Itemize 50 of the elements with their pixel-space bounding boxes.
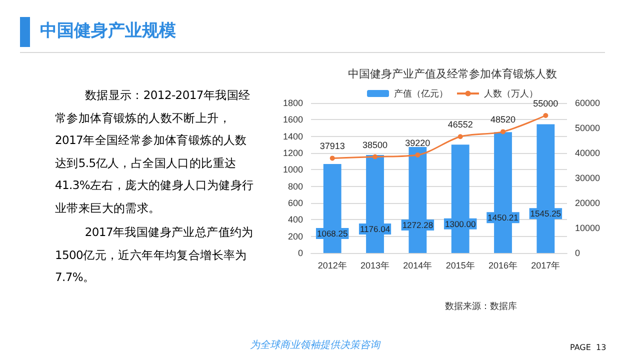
data-label: 1272.28 — [402, 220, 434, 230]
chart-title: 中国健身产业产值及经常参加体育锻炼人数 — [348, 68, 557, 80]
y-tick-label: 1800 — [282, 98, 304, 108]
point — [543, 113, 548, 118]
y2-tick-label: 30000 — [575, 173, 600, 183]
data-label: 38500 — [362, 140, 388, 150]
point — [415, 152, 420, 158]
y2-tick-label: 60000 — [575, 98, 600, 108]
legend-label: 产值（亿元） — [394, 88, 448, 98]
y2-tick-label: 40000 — [575, 148, 600, 158]
y-tick-label: 600 — [288, 198, 304, 208]
y2-tick-label: 50000 — [575, 123, 600, 133]
text: 2017年我国健身产业总产值约为1500亿元，近六年年均复合增长率为7.7%。 — [55, 224, 254, 286]
y2-tick-label: 20000 — [575, 198, 600, 208]
data-label: 37913 — [320, 141, 345, 152]
data-label: 48520 — [490, 114, 516, 125]
text: 中国健身产业规模 — [40, 20, 176, 42]
y-tick-label: 800 — [288, 181, 304, 192]
x-tick-label: 2012年 — [318, 260, 347, 270]
text: 为全球商业领袖提供决策咨询 — [250, 338, 380, 352]
point — [330, 156, 335, 161]
point — [500, 129, 506, 134]
data-label: 55000 — [533, 98, 558, 108]
point — [458, 134, 463, 140]
y2-tick-label: 0 — [575, 248, 580, 258]
data-label: 1545.25 — [530, 208, 562, 219]
y2-tick-label: 10000 — [575, 223, 600, 233]
source-note: 数据来源：数据库 — [445, 300, 517, 313]
y-tick-label: 0 — [298, 248, 304, 258]
legend-label: 人数（万人） — [484, 88, 538, 98]
data-label: 1068.25 — [316, 228, 348, 238]
data-label: 39220 — [405, 138, 430, 148]
x-tick-label: 2014年 — [403, 260, 432, 270]
data-label: 1176.04 — [360, 224, 390, 234]
y-tick-label: 200 — [288, 231, 304, 242]
x-tick-label: 2017年 — [531, 260, 560, 270]
point — [372, 154, 378, 160]
data-label: 1300.00 — [444, 218, 476, 229]
data-label: 1450.21 — [488, 212, 519, 223]
y-tick-label: 1000 — [282, 164, 304, 175]
y-tick-label: 1200 — [282, 148, 304, 158]
y-tick-label: 1600 — [282, 114, 304, 125]
text: PAGE 13 — [570, 343, 606, 352]
text: 数据显示：2012-2017年我国经常参加体育锻炼的人数不断上升，2017年全国经常参加体育锻炼的人数达到5.5亿人，占全国人口的比重达41.3%左右，庞大的健身人口为健身行业带来巨大的需求。 — [55, 87, 255, 216]
x-tick-label: 2016年 — [488, 260, 518, 270]
y-tick-label: 1400 — [282, 131, 304, 142]
x-tick-label: 2013年 — [360, 260, 390, 270]
data-label: 46552 — [448, 120, 473, 130]
x-tick-label: 2015年 — [446, 260, 475, 270]
y-tick-label: 400 — [288, 214, 304, 225]
